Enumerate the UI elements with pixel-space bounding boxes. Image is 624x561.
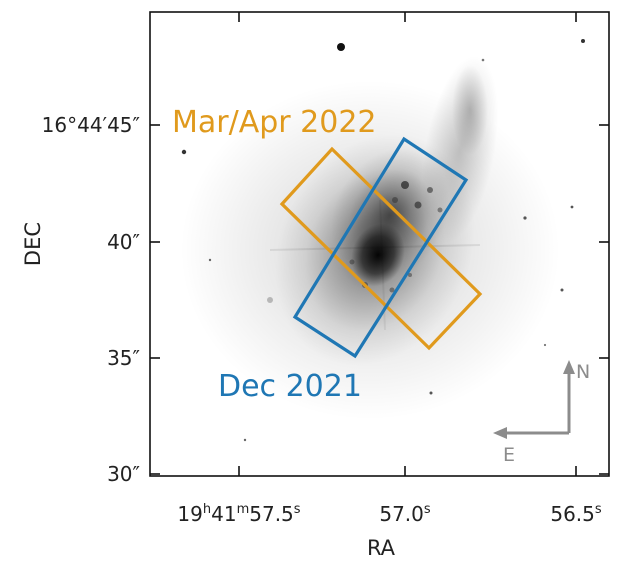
compass: N E (493, 360, 590, 466)
ticks (150, 12, 609, 476)
footprint-mar-apr-2022 (279, 146, 483, 351)
dec-tick-label-2: 40″ (107, 230, 140, 254)
dec-tick-label-4: 30″ (107, 462, 140, 486)
dec-tick-label-3: 35″ (107, 346, 140, 370)
dec-tick-label-1: 16°44′45″ (42, 113, 140, 137)
footprint-label-dec-2021: Dec 2021 (218, 369, 362, 404)
x-axis-title: RA (367, 536, 396, 560)
galaxy-image (150, 12, 609, 476)
compass-east-label: E (503, 444, 515, 466)
y-axis-title: DEC (21, 222, 45, 266)
ra-tick-label-2: 57.0s (379, 502, 431, 526)
compass-north-label: N (576, 361, 590, 383)
ra-tick-label-3: 56.5s (550, 502, 602, 526)
ra-tick-label-1: 19h41m57.5s (177, 502, 300, 526)
plot-frame (149, 11, 610, 477)
footprint-label-mar-apr-2022: Mar/Apr 2022 (172, 105, 377, 140)
footprint-dec-2021 (292, 136, 469, 359)
